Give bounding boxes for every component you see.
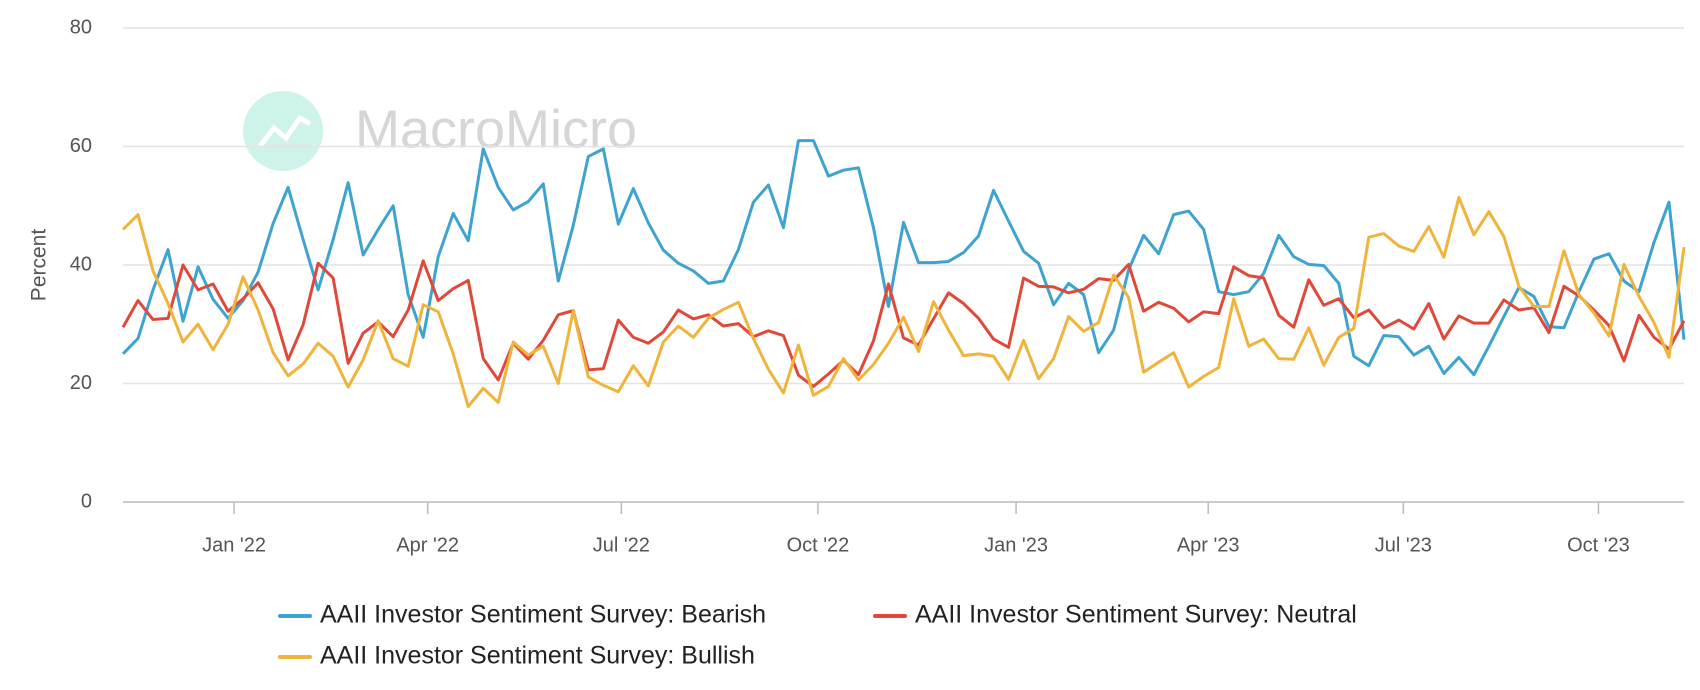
- y-tick-label: 80: [70, 16, 92, 38]
- x-tick-label: Jan '23: [984, 534, 1048, 556]
- y-tick-label: 40: [70, 253, 92, 275]
- x-tick-label: Oct '23: [1567, 534, 1630, 556]
- x-tick-label: Apr '22: [396, 534, 459, 556]
- x-tick-label: Apr '23: [1177, 534, 1240, 556]
- watermark: MacroMicro: [355, 99, 637, 159]
- y-tick-label: 20: [70, 372, 92, 394]
- watermark-logo: [243, 91, 323, 171]
- series-line: [121, 259, 1686, 388]
- y-axis-label: Percent: [28, 229, 51, 302]
- y-tick-label: 0: [81, 490, 92, 512]
- x-tick-label: Jan '22: [202, 534, 266, 556]
- series-line: [121, 139, 1686, 377]
- legend-label: AAII Investor Sentiment Survey: Neutral: [915, 601, 1357, 629]
- x-tick-label: Jul '23: [1375, 534, 1432, 556]
- legend-label: AAII Investor Sentiment Survey: Bullish: [320, 642, 755, 670]
- x-tick-label: Jul '22: [593, 534, 650, 556]
- legend-label: AAII Investor Sentiment Survey: Bearish: [320, 601, 766, 629]
- y-tick-label: 60: [70, 135, 92, 157]
- x-tick-label: Oct '22: [787, 534, 850, 556]
- series-line: [121, 195, 1686, 409]
